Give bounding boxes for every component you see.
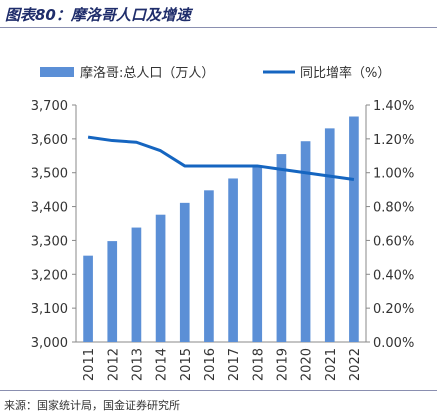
- figure-title: 图表80：摩洛哥人口及增速: [5, 6, 191, 24]
- legend-bar-swatch: [40, 67, 74, 77]
- bar: [107, 241, 118, 342]
- left-tick-label: 3,600: [31, 133, 68, 148]
- source-divider: [0, 390, 437, 391]
- x-tick-label: 2013: [130, 348, 145, 381]
- bar: [276, 154, 287, 342]
- left-tick-label: 3,300: [31, 234, 68, 249]
- right-tick-label: 0.80%: [373, 201, 414, 216]
- source-note: 来源：国家统计局，国金证券研究所: [4, 399, 180, 412]
- legend-bar-label: 摩洛哥:总人口（万人）: [80, 65, 214, 81]
- x-tick-label: 2015: [179, 348, 194, 381]
- x-tick-label: 2014: [155, 348, 170, 381]
- right-tick-label: 0.40%: [373, 268, 414, 283]
- left-tick-label: 3,500: [31, 167, 68, 182]
- x-tick-label: 2018: [251, 348, 266, 381]
- title-divider: [0, 27, 437, 28]
- right-tick-label: 1.40%: [373, 99, 414, 114]
- x-tick-label: 2019: [275, 348, 290, 381]
- bar: [252, 166, 263, 342]
- x-tick-label: 2020: [300, 348, 315, 381]
- population-chart: 3,000 3,100 3,200 3,300 3,400 3,500 3,600 3,700…: [31, 65, 415, 381]
- left-tick-label: 3,200: [31, 268, 68, 283]
- x-tick-label: 2011: [82, 348, 97, 381]
- right-tick-label: 0.20%: [373, 302, 414, 317]
- left-tick-label: 3,700: [31, 99, 68, 114]
- x-tick-label: 2016: [203, 348, 218, 381]
- bar: [349, 116, 359, 342]
- bar: [155, 214, 166, 342]
- right-tick-label: 0.60%: [373, 234, 414, 249]
- bar: [300, 141, 311, 342]
- chart-area: 3,000 3,100 3,200 3,300 3,400 3,500 3,600 3,700…: [0, 28, 437, 388]
- right-tick-label: 1.00%: [373, 167, 414, 182]
- x-tick-label: 2021: [324, 348, 339, 381]
- growth-rate-line: [87, 135, 355, 181]
- x-tick-label: 2017: [227, 348, 242, 381]
- legend-line-label: 同比增率（%）: [300, 65, 390, 81]
- left-tick-label: 3,100: [31, 302, 68, 317]
- bar: [204, 190, 214, 342]
- left-tick-label: 3,400: [31, 201, 68, 216]
- bar: [83, 255, 93, 342]
- bar: [228, 178, 238, 342]
- bar: [324, 128, 335, 342]
- x-tick-label: 2022: [348, 348, 363, 381]
- bar: [179, 202, 190, 342]
- x-tick-label: 2012: [106, 348, 121, 381]
- right-tick-label: 0.00%: [373, 336, 414, 351]
- left-tick-label: 3,000: [31, 336, 68, 351]
- right-tick-label: 1.20%: [373, 133, 414, 148]
- bar: [131, 227, 142, 342]
